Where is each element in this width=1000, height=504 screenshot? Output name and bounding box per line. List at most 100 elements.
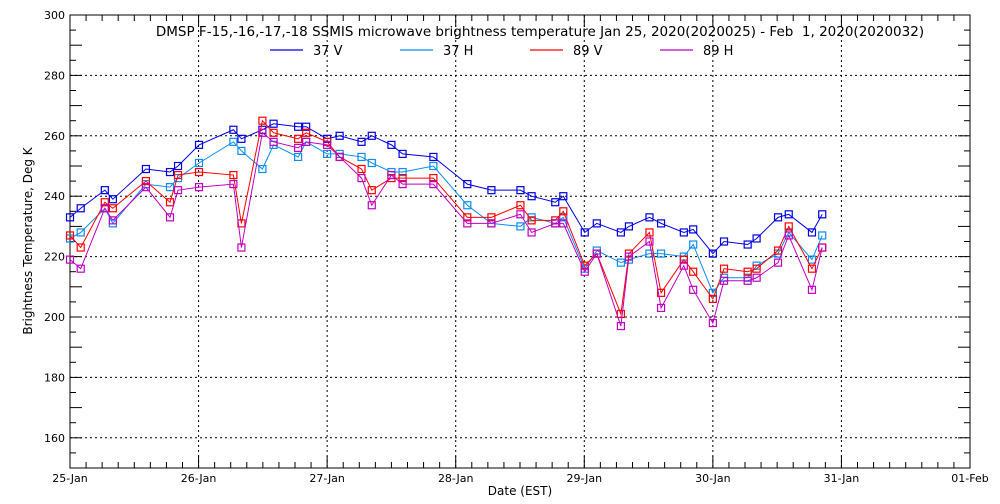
legend-label: 37 V xyxy=(313,44,343,59)
y-tick-label: 220 xyxy=(44,251,65,264)
data-point-89h xyxy=(708,318,717,328)
axis-ticks: 160 180 200 220 240 260 280 300 25-Jan 26-Jan 27-J… xyxy=(44,9,989,485)
chart-title: DMSP F-15,-16,-17,-18 SSMIS microwave br… xyxy=(156,24,924,40)
data-point-89v xyxy=(656,288,666,297)
data-point-89v xyxy=(229,170,238,180)
data-point-37v xyxy=(784,210,793,219)
data-point-37h xyxy=(229,137,238,146)
data-point-89v xyxy=(487,213,496,222)
data-point-89v xyxy=(463,213,472,222)
data-point-89v xyxy=(141,177,150,186)
data-point-89h xyxy=(752,273,761,282)
data-point-37v xyxy=(708,249,717,258)
data-point-89h xyxy=(616,321,625,331)
data-point-37v xyxy=(357,137,366,146)
data-point-37h xyxy=(294,152,303,162)
data-point-89h xyxy=(551,219,560,228)
data-point-89h xyxy=(580,267,589,276)
data-point-37v xyxy=(463,180,472,189)
data-point-89h xyxy=(645,237,654,246)
data-point-37v xyxy=(773,213,783,222)
data-point-37h xyxy=(323,149,332,159)
data-point-37v xyxy=(229,125,238,134)
data-point-89v xyxy=(294,134,303,143)
data-point-89h xyxy=(100,204,109,213)
data-point-89v xyxy=(784,222,793,231)
data-point-89h xyxy=(269,137,278,146)
data-point-37h xyxy=(689,240,698,249)
data-point-37v xyxy=(165,167,175,177)
y-tick-label: 280 xyxy=(44,69,65,82)
series-line-37v xyxy=(69,123,823,255)
data-point-37v xyxy=(580,228,589,237)
data-point-89h xyxy=(294,143,303,152)
data-point-89v xyxy=(65,231,75,240)
data-point-89h xyxy=(463,219,472,228)
data-point-89v xyxy=(708,294,717,303)
data-point-89h xyxy=(194,183,204,192)
y-tick-label: 260 xyxy=(44,130,65,143)
data-point-37h xyxy=(807,255,817,264)
x-axis-label: Date (EST) xyxy=(488,484,552,498)
data-point-89h xyxy=(335,152,344,162)
data-point-37v xyxy=(551,198,560,207)
data-point-37v xyxy=(398,149,407,159)
x-tick-label: 01-Feb xyxy=(951,472,988,485)
data-point-89h xyxy=(592,249,601,258)
data-point-89v xyxy=(398,173,407,183)
data-point-89h xyxy=(237,243,246,252)
x-tick-label: 26-Jan xyxy=(181,472,217,485)
data-point-89h xyxy=(527,228,536,237)
data-point-89h xyxy=(65,255,75,264)
y-tick-label: 160 xyxy=(44,432,65,445)
data-point-37v xyxy=(294,122,303,131)
data-point-89h xyxy=(679,261,688,270)
data-point-89h xyxy=(258,128,267,137)
data-point-89v xyxy=(743,267,752,276)
data-point-89h xyxy=(398,180,407,189)
data-point-89v xyxy=(527,216,536,225)
data-point-89v xyxy=(429,173,438,183)
data-point-89h xyxy=(719,276,729,285)
data-point-37v xyxy=(743,240,752,249)
data-point-89h xyxy=(773,258,783,267)
data-point-37v xyxy=(237,134,246,143)
data-point-37v xyxy=(487,186,496,195)
data-point-89v xyxy=(258,116,267,125)
data-point-37v xyxy=(689,225,698,234)
data-point-37h xyxy=(237,146,246,155)
data-point-89h xyxy=(807,285,817,294)
y-tick-label: 240 xyxy=(44,190,65,203)
data-point-37v xyxy=(141,164,150,174)
data-point-89h xyxy=(743,276,752,285)
data-point-89h xyxy=(689,285,698,294)
y-tick-label: 200 xyxy=(44,311,65,324)
data-point-37v xyxy=(656,219,666,228)
data-point-37v xyxy=(194,140,204,149)
x-tick-label: 30-Jan xyxy=(695,472,731,485)
y-tick-label: 300 xyxy=(44,9,65,22)
legend: 37 V 37 H 89 V 89 H xyxy=(270,44,733,59)
grid xyxy=(70,15,970,468)
x-tick-label: 29-Jan xyxy=(567,472,603,485)
data-point-37v xyxy=(818,210,827,219)
data-point-37h xyxy=(398,167,407,177)
data-point-89v xyxy=(165,198,175,207)
data-point-89h xyxy=(367,201,376,210)
legend-label: 89 V xyxy=(573,44,603,59)
data-point-89v xyxy=(689,267,698,276)
data-point-37v xyxy=(76,204,85,213)
data-point-89v xyxy=(679,255,688,264)
data-point-89v xyxy=(100,198,109,207)
data-point-89v xyxy=(559,207,568,216)
data-point-37h xyxy=(656,249,666,258)
data-point-89v xyxy=(357,164,366,174)
data-point-37h xyxy=(463,201,472,210)
data-point-37h xyxy=(708,288,717,297)
data-point-37v xyxy=(719,237,729,246)
data-point-37h xyxy=(818,231,827,240)
x-tick-label: 25-Jan xyxy=(52,472,88,485)
data-point-37v xyxy=(108,195,117,204)
data-point-37v xyxy=(616,228,625,237)
